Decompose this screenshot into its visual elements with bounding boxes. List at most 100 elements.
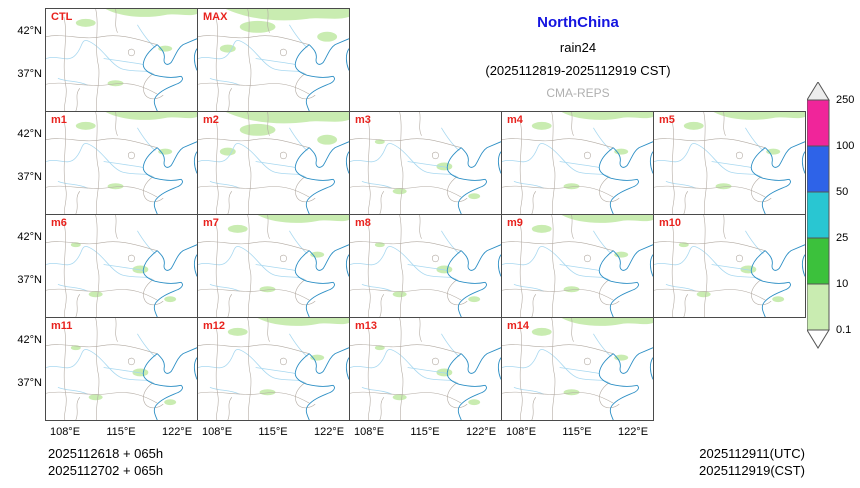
coastline xyxy=(446,141,501,214)
province-boundaries xyxy=(46,318,164,420)
province-boundaries xyxy=(502,112,620,214)
valid-time-cst: 2025112919(CST) xyxy=(699,463,805,478)
lon-tick-label: 108°E xyxy=(201,426,233,438)
map-svg xyxy=(502,318,653,420)
precip-shading-medium xyxy=(683,112,805,190)
coastline xyxy=(750,244,805,317)
rivers xyxy=(46,127,156,189)
precip-shading-medium xyxy=(531,318,653,396)
coastline xyxy=(294,347,349,420)
lon-tick-label: 108°E xyxy=(505,426,537,438)
rivers xyxy=(46,230,156,292)
province-boundaries xyxy=(350,318,468,420)
province-boundaries xyxy=(350,112,468,214)
colorbar-top-arrow xyxy=(807,82,830,101)
panel-label: MAX xyxy=(203,11,228,23)
province-boundaries xyxy=(198,215,316,317)
precip-shading-light xyxy=(70,345,177,406)
panel-label: m1 xyxy=(51,114,67,126)
rivers xyxy=(350,127,460,189)
rivers xyxy=(502,333,612,395)
panel-label: m8 xyxy=(355,217,371,229)
title-variable: rain24 xyxy=(559,40,597,55)
rivers xyxy=(502,127,612,189)
precip-shading-light xyxy=(678,242,785,303)
precip-shading-medium xyxy=(531,215,653,293)
coastline xyxy=(598,244,653,317)
lat-tick-label: 37°N xyxy=(17,171,42,183)
province-boundaries xyxy=(198,112,316,214)
map-panel: m13 xyxy=(349,317,502,421)
colorbar-segment xyxy=(807,237,830,285)
map-panel: m7 xyxy=(197,214,350,318)
panel-label: m5 xyxy=(659,114,675,126)
panel-label: m7 xyxy=(203,217,219,229)
province-boundaries xyxy=(46,9,164,111)
rivers xyxy=(198,24,308,86)
lon-tick-label: 115°E xyxy=(562,426,592,438)
province-boundaries xyxy=(46,112,164,214)
map-svg xyxy=(46,215,197,317)
coastline xyxy=(598,347,653,420)
map-svg xyxy=(350,112,501,214)
map-panel: m5 xyxy=(653,111,806,215)
map-svg xyxy=(350,318,501,420)
map-svg xyxy=(198,112,349,214)
panel-label: m11 xyxy=(51,320,73,332)
map-panel: m14 xyxy=(501,317,654,421)
coastline xyxy=(294,244,349,317)
map-svg xyxy=(46,318,197,420)
lat-tick-label: 42°N xyxy=(17,231,42,243)
precip-shading-light xyxy=(374,242,481,303)
coastline xyxy=(294,38,349,111)
colorbar-tick-label: 50 xyxy=(836,186,849,198)
map-svg xyxy=(198,215,349,317)
map-panel: m4 xyxy=(501,111,654,215)
panel-label: m4 xyxy=(507,114,523,126)
rivers xyxy=(350,333,460,395)
lat-tick-label: 37°N xyxy=(17,274,42,286)
map-panel: m2 xyxy=(197,111,350,215)
precip-shading-medium xyxy=(75,112,197,190)
coastline xyxy=(142,38,197,111)
lon-tick-label: 115°E xyxy=(410,426,440,438)
province-boundaries xyxy=(198,318,316,420)
colorbar-tick-label: 10 xyxy=(836,278,849,290)
rivers xyxy=(198,333,308,395)
colorbar-segment xyxy=(807,191,830,239)
colorbar-tick-label: 0.1 xyxy=(836,324,852,336)
valid-time-utc: 2025112911(UTC) xyxy=(699,446,805,461)
province-boundaries xyxy=(198,9,316,111)
map-svg xyxy=(198,318,349,420)
panel-label: m2 xyxy=(203,114,219,126)
panel-label: m14 xyxy=(507,320,530,332)
title-block: NorthChina rain24 (2025112819-2025112919… xyxy=(355,14,801,100)
map-panel: m6 xyxy=(45,214,198,318)
lon-tick-label: 115°E xyxy=(106,426,136,438)
rivers xyxy=(198,127,308,189)
lon-tick-label: 108°E xyxy=(49,426,81,438)
panel-label: m12 xyxy=(203,320,226,332)
coastline xyxy=(750,141,805,214)
precip-shading-heavy xyxy=(219,9,349,53)
coastline xyxy=(446,347,501,420)
map-svg xyxy=(46,9,197,111)
map-svg xyxy=(46,112,197,214)
rivers xyxy=(350,230,460,292)
map-panel: m1 xyxy=(45,111,198,215)
lon-tick-label: 122°E xyxy=(617,426,649,438)
rivers xyxy=(654,230,764,292)
precip-shading-light xyxy=(374,345,481,406)
coastline xyxy=(294,141,349,214)
precip-shading-medium xyxy=(227,318,349,396)
map-panel: m11 xyxy=(45,317,198,421)
map-panel: m3 xyxy=(349,111,502,215)
map-svg xyxy=(198,9,349,111)
province-boundaries xyxy=(502,215,620,317)
colorbar-tick-label: 100 xyxy=(836,140,855,152)
colorbar-tick-label: 250 xyxy=(836,94,855,106)
map-svg xyxy=(502,215,653,317)
lat-tick-label: 37°N xyxy=(17,68,42,80)
map-svg xyxy=(654,215,805,317)
precip-shading-medium xyxy=(75,9,197,87)
